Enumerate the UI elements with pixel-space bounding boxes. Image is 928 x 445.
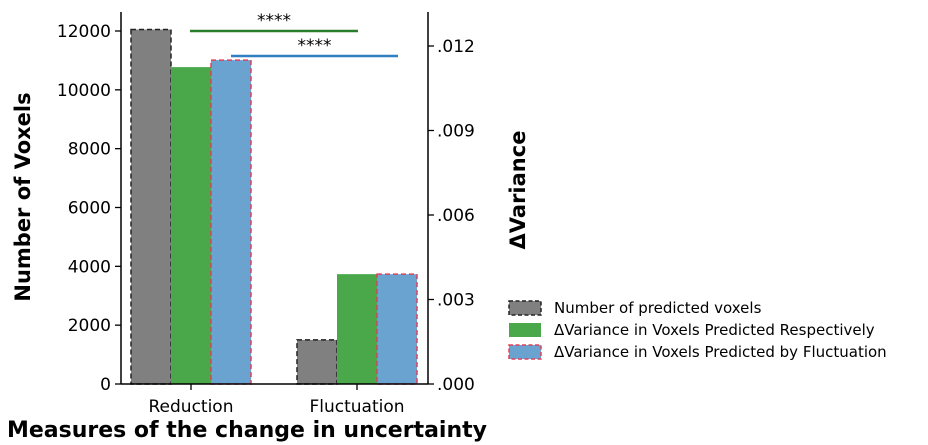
legend: Number of predicted voxels ΔVariance in V… (508, 299, 887, 361)
left-tick-label: 4000 (68, 257, 111, 277)
legend-label: Number of predicted voxels (554, 299, 762, 317)
right-tick-label: .000 (437, 375, 475, 395)
right-tick-label: .006 (437, 206, 475, 226)
left-tick-label: 12000 (57, 22, 111, 42)
legend-label: ΔVariance in Voxels Predicted by Fluctua… (554, 343, 887, 361)
x-axis-label: Measures of the change in uncertainty (7, 418, 487, 443)
bar-respectively-reduction (171, 67, 211, 384)
significance-group: **** **** (190, 11, 398, 58)
left-tick-label: 2000 (68, 316, 111, 336)
x-ticks-group: Reduction Fluctuation (149, 384, 405, 417)
legend-swatch (508, 344, 542, 360)
significance-label-1: **** (257, 11, 291, 31)
bar-fluctuation-fluctuation (376, 273, 418, 385)
legend-swatch (508, 300, 542, 316)
right-y-axis-label: ΔVariance (506, 131, 530, 250)
bar-respectively-fluctuation (337, 274, 377, 384)
left-tick-label: 0 (100, 375, 111, 395)
significance-label-2: **** (298, 36, 332, 56)
bars-group (130, 28, 418, 385)
bar-voxels-fluctuation (296, 339, 338, 385)
left-tick-label: 6000 (68, 199, 111, 219)
x-tick-label: Reduction (149, 397, 234, 417)
right-tick-label: .009 (437, 122, 475, 142)
right-tick-label: .012 (437, 37, 475, 57)
left-tick-label: 8000 (68, 140, 111, 160)
right-ticks-group: .000 .003 .006 .009 .012 (428, 37, 475, 395)
bar-fluctuation-reduction (210, 59, 252, 385)
bar-voxels-reduction (130, 28, 172, 385)
right-tick-label: .003 (437, 291, 475, 311)
left-tick-label: 10000 (57, 81, 111, 101)
legend-label: ΔVariance in Voxels Predicted Respective… (554, 321, 875, 339)
x-tick-label: Fluctuation (309, 397, 404, 417)
left-ticks-group: 0 2000 4000 6000 8000 10000 12000 (57, 22, 121, 395)
legend-swatch (509, 323, 541, 337)
left-y-axis-label: Number of Voxels (11, 92, 35, 301)
